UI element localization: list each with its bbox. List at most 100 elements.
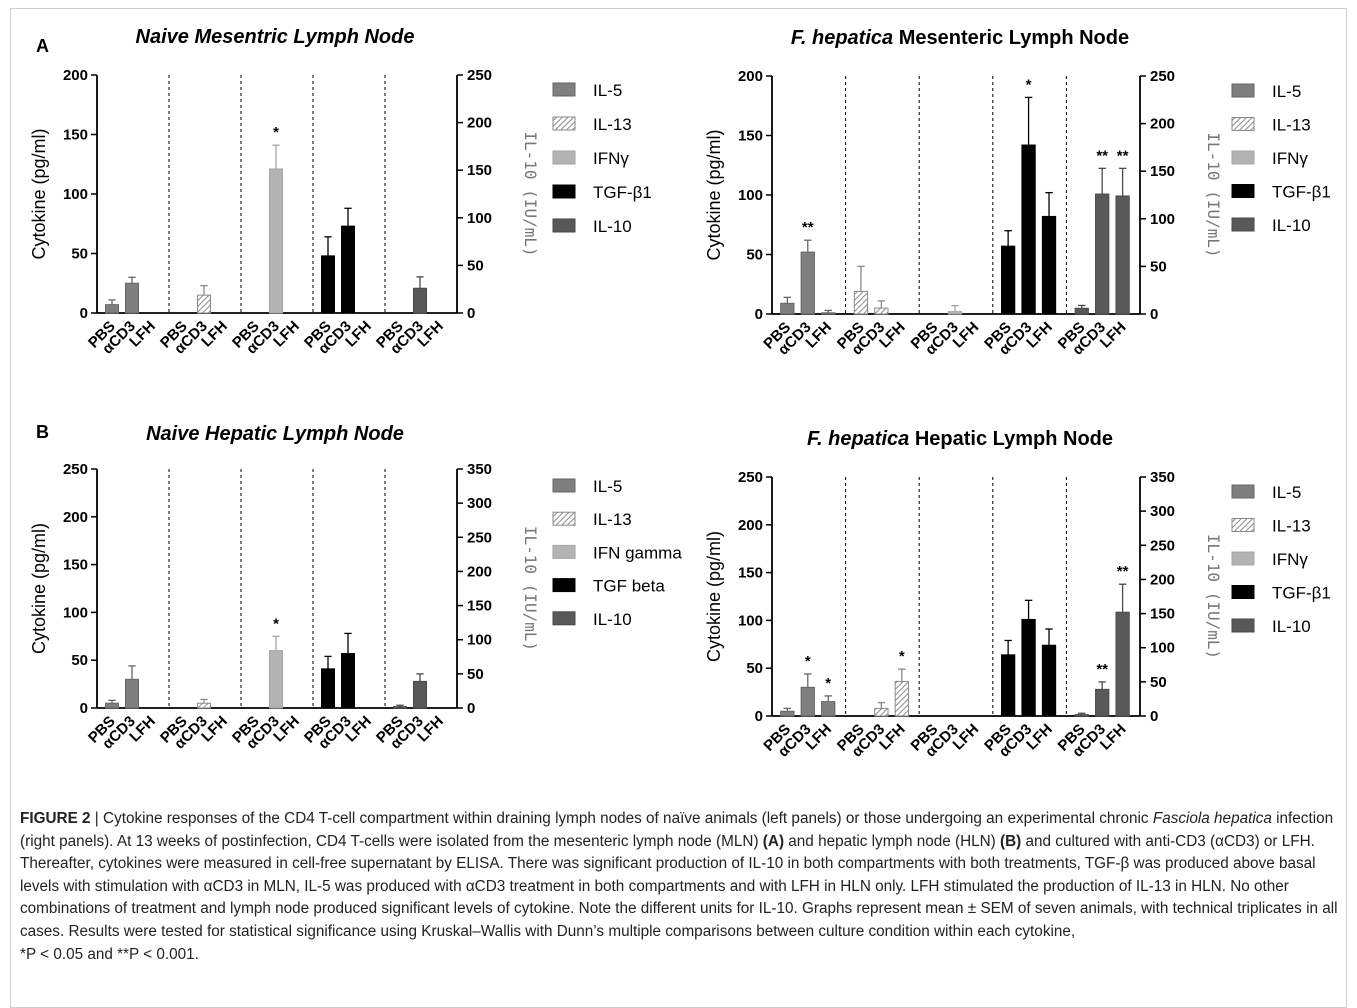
legend-label: IL-10	[593, 610, 632, 629]
chart-title-italic: Naive Hepatic Lymph Node	[146, 423, 404, 445]
y2-tick-label: 0	[467, 305, 475, 322]
legend-swatch	[552, 218, 576, 233]
y2-axis-label: IL-10 (IU/mL)	[521, 131, 540, 256]
significance-marker: **	[1117, 147, 1129, 164]
y-tick-label: 200	[738, 517, 763, 534]
bar	[894, 681, 909, 717]
y-tick-label: 0	[755, 306, 763, 323]
bar	[1115, 195, 1130, 315]
y2-tick-label: 150	[467, 598, 492, 615]
significance-marker: *	[1026, 76, 1032, 93]
chart-0: Naive Mesentric Lymph Node 0 50 100 150 200 Cy…	[29, 26, 652, 358]
significance-marker: **	[1117, 563, 1129, 580]
bar	[853, 290, 869, 315]
legend-swatch	[552, 611, 576, 626]
y-tick-label: 50	[746, 660, 763, 677]
y2-axis-label: IL-10 (IU/mL)	[1204, 534, 1223, 659]
bar	[125, 282, 139, 314]
legend-swatch	[1231, 83, 1255, 98]
figure-caption: FIGURE 2 | Cytokine responses of the CD4…	[20, 808, 1338, 966]
bar	[800, 251, 815, 315]
y2-axis-label: IL-10 (IU/mL)	[1204, 132, 1223, 257]
y2-tick-label: 50	[467, 666, 484, 683]
chart-title: Naive Mesentric Lymph Node	[136, 26, 415, 48]
panel-label-b: B	[36, 422, 49, 442]
y2-tick-label: 250	[467, 529, 492, 546]
legend-label: TGF-β1	[593, 183, 652, 202]
bar	[874, 307, 889, 315]
bar	[197, 294, 211, 314]
legend-label: IL-5	[1272, 483, 1301, 502]
legend-label: IFNγ	[1272, 149, 1308, 168]
y-tick-label: 0	[755, 708, 763, 725]
y2-tick-label: 200	[467, 115, 492, 132]
y-tick-label: 200	[63, 67, 88, 84]
y2-tick-label: 0	[1150, 306, 1158, 323]
significance-marker: *	[805, 653, 811, 670]
legend-label: IFNγ	[1272, 550, 1308, 569]
y2-tick-label: 0	[467, 700, 475, 717]
y2-tick-label: 100	[467, 632, 492, 649]
bar	[197, 702, 211, 709]
chart-title: Naive Hepatic Lymph Node	[146, 423, 404, 445]
chart-title-italic: F. hepatica	[807, 428, 909, 450]
caption-ref-a: (A)	[762, 832, 785, 850]
y2-tick-label: 150	[1150, 606, 1175, 623]
bar	[1074, 307, 1089, 315]
y-tick-label: 50	[746, 247, 763, 264]
y-tick-label: 200	[63, 509, 88, 526]
bar	[1095, 688, 1110, 717]
legend-swatch	[1231, 484, 1255, 499]
y2-tick-label: 100	[1150, 640, 1175, 657]
legend-swatch	[1231, 585, 1255, 599]
legend-label: IL-10	[593, 217, 632, 236]
bar	[1041, 644, 1057, 717]
chart-1: F. hepatica Mesenteric Lymph Node 0 50 100 1…	[704, 27, 1331, 359]
bar	[269, 650, 283, 709]
legend-swatch	[1231, 618, 1255, 633]
legend-label: IL-5	[593, 477, 622, 496]
chart-title-plain: Hepatic Lymph Node	[909, 428, 1113, 450]
legend-swatch	[552, 478, 576, 493]
bar	[1000, 245, 1016, 315]
y-tick-label: 0	[80, 700, 88, 717]
y-axis-label: Cytokine (pg/ml)	[704, 129, 724, 260]
chart-title-italic: Naive Mesentric Lymph Node	[136, 26, 415, 48]
y-axis-label: Cytokine (pg/ml)	[704, 531, 724, 662]
y-tick-label: 100	[738, 612, 763, 629]
y2-tick-label: 100	[1150, 211, 1175, 228]
bar	[341, 225, 355, 314]
caption-ref-b: (B)	[1000, 832, 1022, 850]
bar	[821, 312, 836, 315]
legend-label: TGF-β1	[1272, 584, 1331, 603]
y-tick-label: 150	[738, 128, 763, 145]
y-axis-label: Cytokine (pg/ml)	[29, 128, 49, 259]
bar	[780, 302, 795, 315]
legend-swatch	[1231, 150, 1255, 165]
significance-marker: *	[273, 615, 279, 632]
caption-text-2: infection (right panels). At 13 weeks of…	[20, 810, 1334, 850]
caption-significance: *P < 0.05 and **P < 0.001.	[20, 945, 199, 963]
bar	[800, 686, 815, 717]
significance-marker: **	[802, 219, 814, 236]
y2-tick-label: 300	[467, 495, 492, 512]
legend-swatch	[552, 511, 576, 526]
legend-swatch	[1231, 217, 1255, 232]
legend-swatch	[552, 116, 576, 131]
bar	[393, 706, 407, 709]
y2-tick-label: 350	[1150, 469, 1175, 486]
bar	[780, 710, 795, 717]
y2-tick-label: 150	[467, 162, 492, 179]
y-tick-label: 200	[738, 68, 763, 85]
y-tick-label: 250	[738, 469, 763, 486]
y-tick-label: 150	[63, 127, 88, 144]
chart-3: F. hepatica Hepatic Lymph Node 0 50 100 150 2…	[704, 428, 1331, 761]
bar	[413, 287, 427, 314]
y-tick-label: 100	[63, 604, 88, 621]
legend-swatch	[552, 184, 576, 199]
bar	[125, 678, 139, 709]
y2-tick-label: 250	[1150, 68, 1175, 85]
legend-label: IL-13	[1272, 116, 1311, 135]
chart-2: Naive Hepatic Lymph Node 0 50 100 150 200 250 C…	[29, 423, 682, 753]
legend-label: TGF-β1	[1272, 183, 1331, 202]
